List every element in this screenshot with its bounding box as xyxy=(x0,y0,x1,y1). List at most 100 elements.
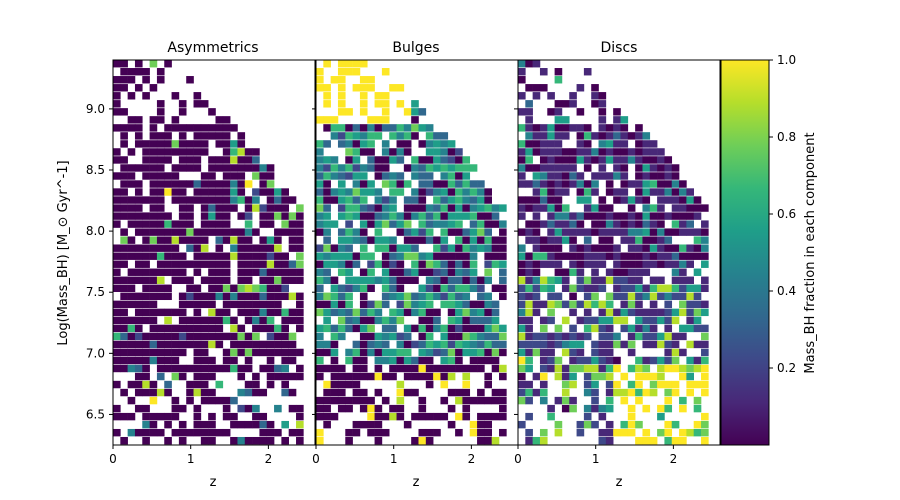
heatmap-cell xyxy=(374,156,383,164)
heatmap-cell xyxy=(359,220,368,228)
heatmap-cell xyxy=(469,260,478,268)
heatmap-cell xyxy=(447,308,456,317)
x-tick-label: 2 xyxy=(670,452,678,466)
heatmap-cell xyxy=(693,284,702,292)
heatmap-cell xyxy=(462,172,471,180)
heatmap-cell xyxy=(440,188,449,196)
heatmap-cell xyxy=(525,268,533,276)
heatmap-cell xyxy=(266,332,275,341)
heatmap-cell xyxy=(237,132,246,140)
heatmap-cell xyxy=(156,100,165,108)
heatmap-cell xyxy=(134,372,143,381)
heatmap-cell xyxy=(323,188,331,196)
heatmap-cell xyxy=(433,308,441,317)
heatmap-cell xyxy=(178,236,187,244)
heatmap-cell xyxy=(367,412,375,421)
heatmap-cell xyxy=(679,348,687,357)
heatmap-cell xyxy=(455,428,463,437)
heatmap-cell xyxy=(433,428,441,437)
heatmap-cell xyxy=(583,324,592,333)
heatmap-cell xyxy=(296,316,304,325)
heatmap-cell xyxy=(627,148,636,156)
heatmap-cell xyxy=(477,308,485,317)
heatmap-cell xyxy=(627,364,636,373)
heatmap-cell xyxy=(230,324,238,333)
heatmap-cell xyxy=(259,388,268,397)
heatmap-cell xyxy=(274,364,282,373)
heatmap-cell xyxy=(237,236,246,244)
heatmap-cell xyxy=(447,324,456,333)
heatmap-cell xyxy=(266,308,275,317)
heatmap-cell xyxy=(296,364,304,373)
heatmap-cell xyxy=(396,180,405,188)
heatmap-cell xyxy=(193,356,202,365)
heatmap-cell xyxy=(193,324,202,333)
heatmap-cell xyxy=(113,244,121,252)
heatmap-cell xyxy=(532,212,541,220)
heatmap-cell xyxy=(222,140,231,148)
heatmap-cell xyxy=(208,292,216,301)
heatmap-cell xyxy=(649,212,658,220)
heatmap-cell xyxy=(252,372,260,381)
heatmap-cell xyxy=(547,148,555,156)
heatmap-cell xyxy=(352,124,361,132)
heatmap-cell xyxy=(127,412,136,421)
heatmap-cell xyxy=(518,372,526,381)
heatmap-cell xyxy=(635,308,643,317)
heatmap-cell xyxy=(337,388,346,397)
heatmap-cell xyxy=(274,276,282,284)
heatmap-cell xyxy=(657,220,665,228)
heatmap-cell xyxy=(440,276,449,284)
heatmap-cell xyxy=(215,276,224,284)
heatmap-cell xyxy=(337,380,346,389)
heatmap-cell xyxy=(352,308,361,317)
heatmap-cell xyxy=(186,228,194,236)
heatmap-cell xyxy=(664,324,673,333)
heatmap-cell xyxy=(323,252,331,260)
heatmap-cell xyxy=(605,316,614,325)
heatmap-cell xyxy=(462,204,471,212)
heatmap-cell xyxy=(178,164,187,172)
heatmap-cell xyxy=(337,180,346,188)
colorbar-tick-label: 0.4 xyxy=(777,284,796,298)
heatmap-asymmetrics xyxy=(113,60,304,445)
heatmap-cell xyxy=(266,356,275,365)
heatmap-cell xyxy=(134,364,143,373)
heatmap-cell xyxy=(352,236,361,244)
heatmap-cell xyxy=(149,196,158,204)
heatmap-cell xyxy=(418,436,427,445)
heatmap-cell xyxy=(686,364,694,373)
x-tick-label: 0 xyxy=(109,452,117,466)
heatmap-cell xyxy=(193,364,202,373)
heatmap-cell xyxy=(525,116,533,124)
heatmap-cell xyxy=(664,212,673,220)
heatmap-cell xyxy=(418,220,427,228)
heatmap-cell xyxy=(193,140,202,148)
heatmap-cell xyxy=(259,172,268,180)
heatmap-cell xyxy=(149,164,158,172)
heatmap-cell xyxy=(532,372,541,381)
heatmap-cell xyxy=(367,236,375,244)
heatmap-cell xyxy=(561,340,570,349)
heatmap-cell xyxy=(134,228,143,236)
heatmap-cell xyxy=(281,348,289,357)
heatmap-cell xyxy=(396,252,405,260)
heatmap-cell xyxy=(323,300,331,309)
heatmap-cell xyxy=(127,116,136,124)
heatmap-cell xyxy=(554,292,563,301)
heatmap-cell xyxy=(149,212,158,220)
heatmap-cell xyxy=(418,284,427,292)
heatmap-cell xyxy=(440,292,449,301)
heatmap-cell xyxy=(518,252,526,260)
heatmap-cell xyxy=(518,76,526,84)
heatmap-cell xyxy=(222,348,231,357)
heatmap-cell xyxy=(193,332,202,341)
heatmap-cell xyxy=(222,276,231,284)
heatmap-cell xyxy=(193,188,202,196)
heatmap-cell xyxy=(671,436,680,445)
heatmap-cell xyxy=(591,292,599,301)
heatmap-cell xyxy=(381,116,390,124)
heatmap-cell xyxy=(164,356,172,365)
heatmap-cell xyxy=(649,148,658,156)
heatmap-cell xyxy=(381,196,390,204)
